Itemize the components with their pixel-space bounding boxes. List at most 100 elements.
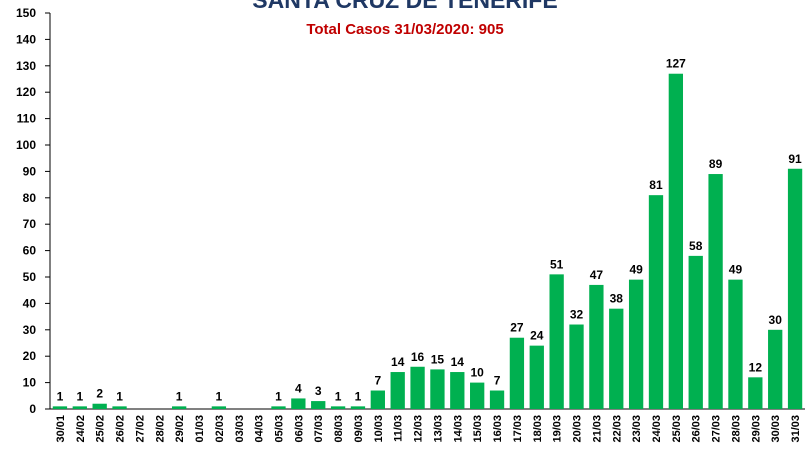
data-label: 32 bbox=[570, 308, 584, 322]
x-tick-label: 22/03 bbox=[611, 415, 623, 443]
data-label: 15 bbox=[431, 352, 445, 366]
data-label: 3 bbox=[315, 384, 322, 398]
x-tick-label: 17/03 bbox=[512, 415, 524, 443]
data-label: 49 bbox=[629, 263, 643, 277]
x-tick-label: 16/03 bbox=[492, 415, 504, 443]
x-tick-label: 07/03 bbox=[313, 415, 325, 443]
bar bbox=[489, 390, 505, 409]
x-tick-label: 02/03 bbox=[214, 415, 226, 443]
bar bbox=[569, 324, 584, 409]
x-tick-label: 09/03 bbox=[353, 415, 365, 443]
x-tick-label: 28/03 bbox=[730, 415, 742, 443]
data-label: 4 bbox=[295, 381, 302, 395]
data-label: 14 bbox=[451, 355, 465, 369]
bar bbox=[291, 398, 306, 409]
x-tick-label: 04/03 bbox=[254, 415, 266, 443]
data-label: 89 bbox=[709, 157, 723, 171]
data-label: 1 bbox=[76, 389, 83, 403]
y-tick-label: 100 bbox=[16, 138, 36, 152]
bar bbox=[370, 390, 385, 409]
x-tick-label: 28/02 bbox=[154, 415, 166, 443]
bar bbox=[430, 369, 445, 409]
x-tick-label: 26/03 bbox=[691, 415, 703, 443]
x-tick-label: 06/03 bbox=[293, 415, 305, 443]
bar bbox=[350, 406, 366, 409]
y-tick-label: 40 bbox=[23, 296, 37, 310]
bar bbox=[648, 195, 664, 409]
bar bbox=[529, 345, 544, 409]
bar bbox=[112, 406, 127, 409]
bar bbox=[628, 279, 644, 409]
data-label: 38 bbox=[610, 292, 624, 306]
bar bbox=[668, 73, 684, 409]
data-label: 127 bbox=[666, 57, 686, 71]
data-label: 1 bbox=[176, 389, 183, 403]
x-tick-label: 13/03 bbox=[432, 415, 444, 443]
y-tick-label: 30 bbox=[23, 323, 37, 337]
bar bbox=[271, 406, 286, 409]
x-tick-label: 19/03 bbox=[552, 415, 564, 443]
x-tick-label: 20/03 bbox=[572, 415, 584, 443]
data-label: 7 bbox=[494, 374, 501, 388]
data-label: 47 bbox=[590, 268, 604, 282]
x-tick-label: 31/03 bbox=[790, 415, 802, 443]
x-tick-label: 23/03 bbox=[631, 415, 643, 443]
y-tick-label: 60 bbox=[23, 244, 37, 258]
data-label: 12 bbox=[749, 360, 763, 374]
x-tick-label: 27/02 bbox=[134, 415, 146, 443]
bar bbox=[688, 255, 703, 409]
data-label: 14 bbox=[391, 355, 405, 369]
x-tick-label: 29/03 bbox=[750, 415, 762, 443]
bar bbox=[509, 337, 525, 409]
bar bbox=[171, 406, 187, 409]
y-tick-label: 130 bbox=[16, 59, 36, 73]
data-label: 1 bbox=[57, 389, 64, 403]
bar bbox=[787, 168, 803, 409]
data-label: 58 bbox=[689, 239, 703, 253]
data-label: 16 bbox=[411, 350, 425, 364]
bar bbox=[410, 366, 425, 409]
x-tick-label: 30/03 bbox=[770, 415, 782, 443]
chart-title: SANTA CRUZ DE TENERIFE bbox=[252, 0, 557, 13]
bar bbox=[72, 406, 87, 409]
bar bbox=[609, 308, 624, 409]
x-tick-label: 10/03 bbox=[373, 415, 385, 443]
y-tick-label: 150 bbox=[16, 6, 36, 20]
x-tick-label: 01/03 bbox=[194, 415, 206, 443]
bar bbox=[768, 329, 783, 409]
bar bbox=[92, 403, 107, 409]
bar bbox=[728, 279, 743, 409]
bar bbox=[549, 274, 564, 409]
bar bbox=[450, 372, 465, 409]
bar bbox=[311, 401, 326, 409]
data-label: 24 bbox=[530, 329, 544, 343]
data-label: 49 bbox=[729, 263, 743, 277]
y-tick-label: 140 bbox=[16, 32, 36, 46]
data-label: 10 bbox=[470, 366, 484, 380]
x-tick-label: 21/03 bbox=[591, 415, 603, 443]
x-tick-label: 24/02 bbox=[75, 415, 87, 443]
bar bbox=[708, 174, 723, 409]
x-tick-label: 29/02 bbox=[174, 415, 186, 443]
y-tick-label: 70 bbox=[23, 217, 37, 231]
y-tick-label: 0 bbox=[29, 402, 36, 416]
y-tick-label: 120 bbox=[16, 85, 36, 99]
y-tick-label: 80 bbox=[23, 191, 37, 205]
y-tick-label: 50 bbox=[23, 270, 37, 284]
x-tick-label: 30/01 bbox=[55, 415, 67, 443]
x-tick-label: 11/03 bbox=[393, 415, 405, 442]
data-label: 27 bbox=[510, 321, 524, 335]
data-label: 81 bbox=[649, 178, 663, 192]
x-tick-label: 12/03 bbox=[413, 415, 425, 443]
x-tick-label: 15/03 bbox=[472, 415, 484, 443]
bar bbox=[330, 406, 346, 409]
x-tick-label: 27/03 bbox=[711, 415, 723, 443]
data-label: 91 bbox=[788, 152, 802, 166]
y-tick-label: 20 bbox=[23, 349, 37, 363]
data-label: 51 bbox=[550, 257, 564, 271]
chart-subtitle: Total Casos 31/03/2020: 905 bbox=[306, 21, 503, 38]
y-tick-label: 110 bbox=[17, 112, 37, 126]
data-label: 1 bbox=[216, 389, 223, 403]
data-label: 1 bbox=[335, 389, 342, 403]
bar bbox=[748, 377, 763, 409]
